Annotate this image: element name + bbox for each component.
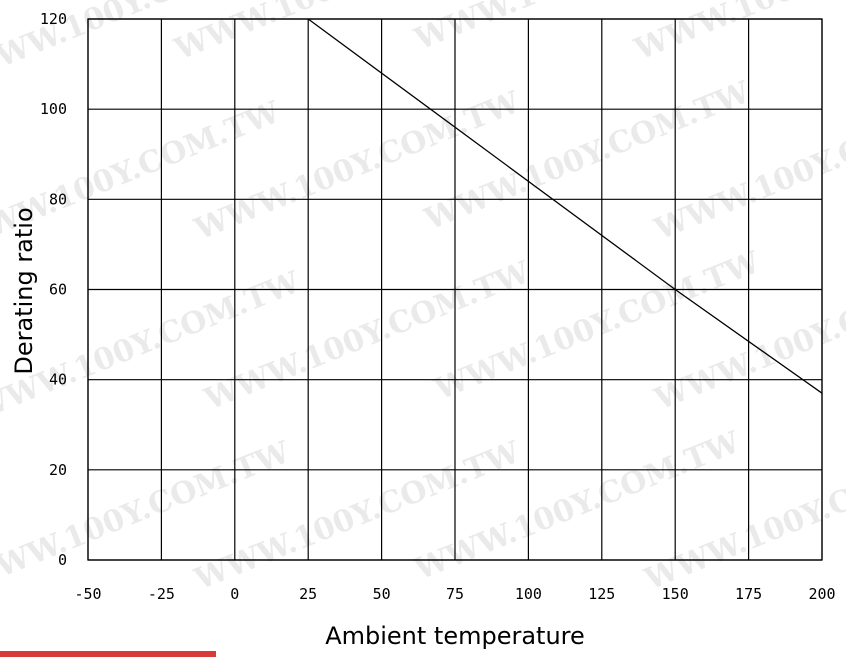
x-tick-label: 100 bbox=[515, 585, 542, 603]
y-tick-label: 40 bbox=[49, 371, 67, 389]
derating-curve bbox=[307, 18, 823, 394]
watermark-text: WWW.100Y.COM.TW bbox=[199, 254, 536, 417]
series-layer bbox=[307, 18, 823, 394]
y-tick-label: 80 bbox=[49, 190, 67, 208]
watermark-layer: WWW.100Y.COM.TWWWW.100Y.COM.TWWWW.100Y.C… bbox=[0, 0, 846, 598]
x-tick-label: 50 bbox=[373, 585, 391, 603]
y-tick-label: 60 bbox=[49, 281, 67, 299]
x-tick-label: -25 bbox=[148, 585, 175, 603]
x-tick-labels: -50 -25 0 25 50 75 100 125 150 175 200 bbox=[74, 585, 835, 603]
red-accent-bar bbox=[0, 651, 216, 657]
x-tick-label: 0 bbox=[230, 585, 239, 603]
x-tick-label: 200 bbox=[808, 585, 835, 603]
y-tick-labels: 0 20 40 60 80 100 120 bbox=[40, 10, 67, 569]
y-tick-label: 20 bbox=[49, 461, 67, 479]
y-tick-label: 0 bbox=[58, 551, 67, 569]
x-tick-label: 125 bbox=[588, 585, 615, 603]
x-tick-label: -50 bbox=[74, 585, 101, 603]
watermark-text: WWW.100Y.COM.TW bbox=[629, 0, 846, 68]
y-axis-title: Derating ratio bbox=[10, 207, 38, 374]
x-tick-label: 75 bbox=[446, 585, 464, 603]
x-tick-label: 175 bbox=[735, 585, 762, 603]
watermark-text: WWW.100Y.COM.TW bbox=[0, 94, 286, 257]
y-tick-label: 120 bbox=[40, 10, 67, 28]
y-tick-label: 100 bbox=[40, 100, 67, 118]
x-tick-label: 150 bbox=[662, 585, 689, 603]
plot-border bbox=[87, 18, 823, 561]
x-tick-label: 25 bbox=[299, 585, 317, 603]
x-axis-title: Ambient temperature bbox=[325, 622, 585, 650]
